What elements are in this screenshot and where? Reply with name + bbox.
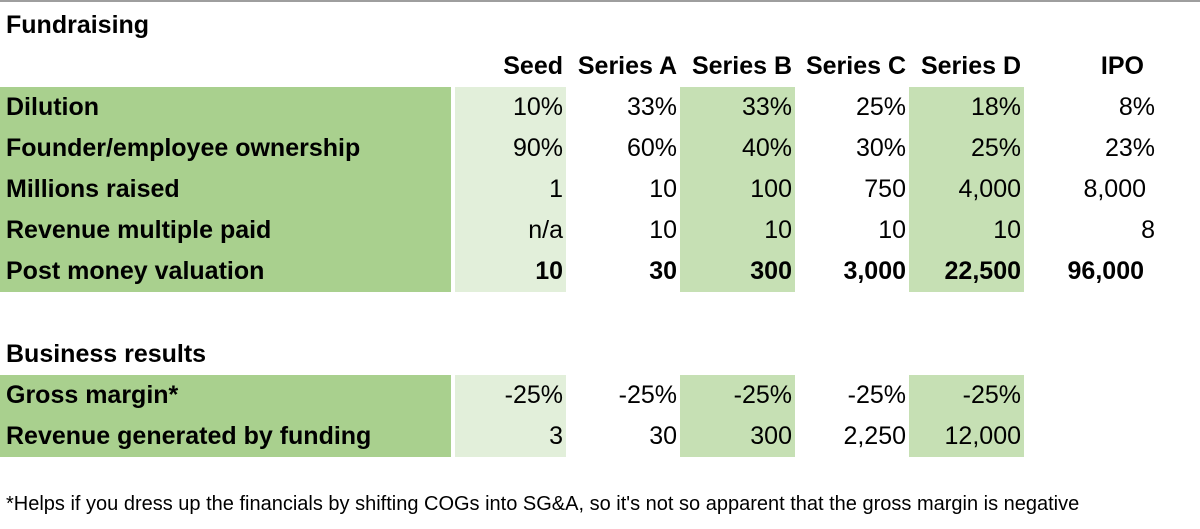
- cell-series-a: 30: [649, 257, 677, 285]
- cell-series-d: -25%: [909, 375, 1024, 416]
- cell-series-c: 30%: [855, 134, 906, 162]
- cell-seed: 10: [455, 251, 566, 292]
- cell-series-d: 4,000: [909, 169, 1024, 210]
- cell-series-a: 33%: [626, 93, 677, 121]
- cell-series-a: -25%: [618, 381, 677, 409]
- cell-ipo: 8: [1141, 216, 1155, 244]
- cell-series-c: 3,000: [843, 257, 906, 285]
- cell-seed: 10%: [455, 87, 566, 128]
- row-label-founder-ownership: Founder/employee ownership: [0, 128, 451, 169]
- row-label-dilution: Dilution: [0, 87, 451, 128]
- cell-series-b: 33%: [680, 87, 795, 128]
- table-row: Revenue multiple paid n/a 10 10 10 10 8: [0, 210, 1200, 251]
- col-header-series-b: Series B: [691, 52, 792, 80]
- cell-seed: -25%: [455, 375, 566, 416]
- cell-seed: 1: [455, 169, 566, 210]
- cell-series-d: 25%: [909, 128, 1024, 169]
- col-header-series-d: Series D: [920, 52, 1021, 80]
- cell-ipo: 8,000: [1083, 175, 1146, 203]
- cell-seed: 3: [455, 416, 566, 457]
- row-label-gross-margin: Gross margin*: [0, 375, 451, 416]
- col-header-seed: Seed: [503, 52, 563, 80]
- cell-ipo: 96,000: [1067, 257, 1144, 285]
- table-row: Post money valuation 10 30 300 3,000 22,…: [0, 251, 1200, 292]
- row-label-millions-raised: Millions raised: [0, 169, 451, 210]
- cell-series-d: 12,000: [909, 416, 1024, 457]
- cell-series-d: 22,500: [909, 251, 1024, 292]
- cell-series-b: 300: [680, 416, 795, 457]
- row-label-revenue-generated: Revenue generated by funding: [0, 416, 451, 457]
- cell-series-a: 30: [649, 422, 677, 450]
- cell-series-a: 10: [649, 216, 677, 244]
- col-header-series-a: Series A: [577, 52, 677, 80]
- cell-series-b: 10: [680, 210, 795, 251]
- cell-series-c: 2,250: [843, 422, 906, 450]
- cell-ipo: 23%: [1104, 134, 1155, 162]
- row-label-post-money: Post money valuation: [0, 251, 451, 292]
- cell-series-d: 18%: [909, 87, 1024, 128]
- cell-series-b: 40%: [680, 128, 795, 169]
- cell-series-b: 100: [680, 169, 795, 210]
- cell-series-c: 10: [878, 216, 906, 244]
- col-header-series-c: Series C: [805, 52, 906, 80]
- table-row: Founder/employee ownership 90% 60% 40% 3…: [0, 128, 1200, 169]
- cell-series-c: 750: [864, 175, 906, 203]
- table-row: Millions raised 1 10 100 750 4,000 8,000: [0, 169, 1200, 210]
- cell-ipo: 8%: [1118, 93, 1155, 121]
- cell-seed: 90%: [455, 128, 566, 169]
- cell-seed: n/a: [455, 210, 566, 251]
- cell-series-a: 60%: [626, 134, 677, 162]
- business-results-title: Business results: [6, 340, 207, 368]
- table-row: Revenue generated by funding 3 30 300 2,…: [0, 416, 1200, 457]
- col-header-ipo: IPO: [1100, 52, 1144, 80]
- table-row: Gross margin* -25% -25% -25% -25% -25%: [0, 375, 1200, 416]
- fundraising-title: Fundraising: [6, 11, 150, 39]
- header-row: Seed Series A Series B Series C Series D…: [0, 46, 1200, 87]
- footnote: *Helps if you dress up the financials by…: [6, 493, 1080, 515]
- cell-series-c: -25%: [847, 381, 906, 409]
- row-label-revenue-multiple: Revenue multiple paid: [0, 210, 451, 251]
- cell-series-b: 300: [680, 251, 795, 292]
- cell-series-d: 10: [909, 210, 1024, 251]
- cell-series-a: 10: [649, 175, 677, 203]
- cell-series-c: 25%: [855, 93, 906, 121]
- table-row: Dilution 10% 33% 33% 25% 18% 8%: [0, 87, 1200, 128]
- top-border: [0, 0, 1200, 2]
- cell-series-b: -25%: [680, 375, 795, 416]
